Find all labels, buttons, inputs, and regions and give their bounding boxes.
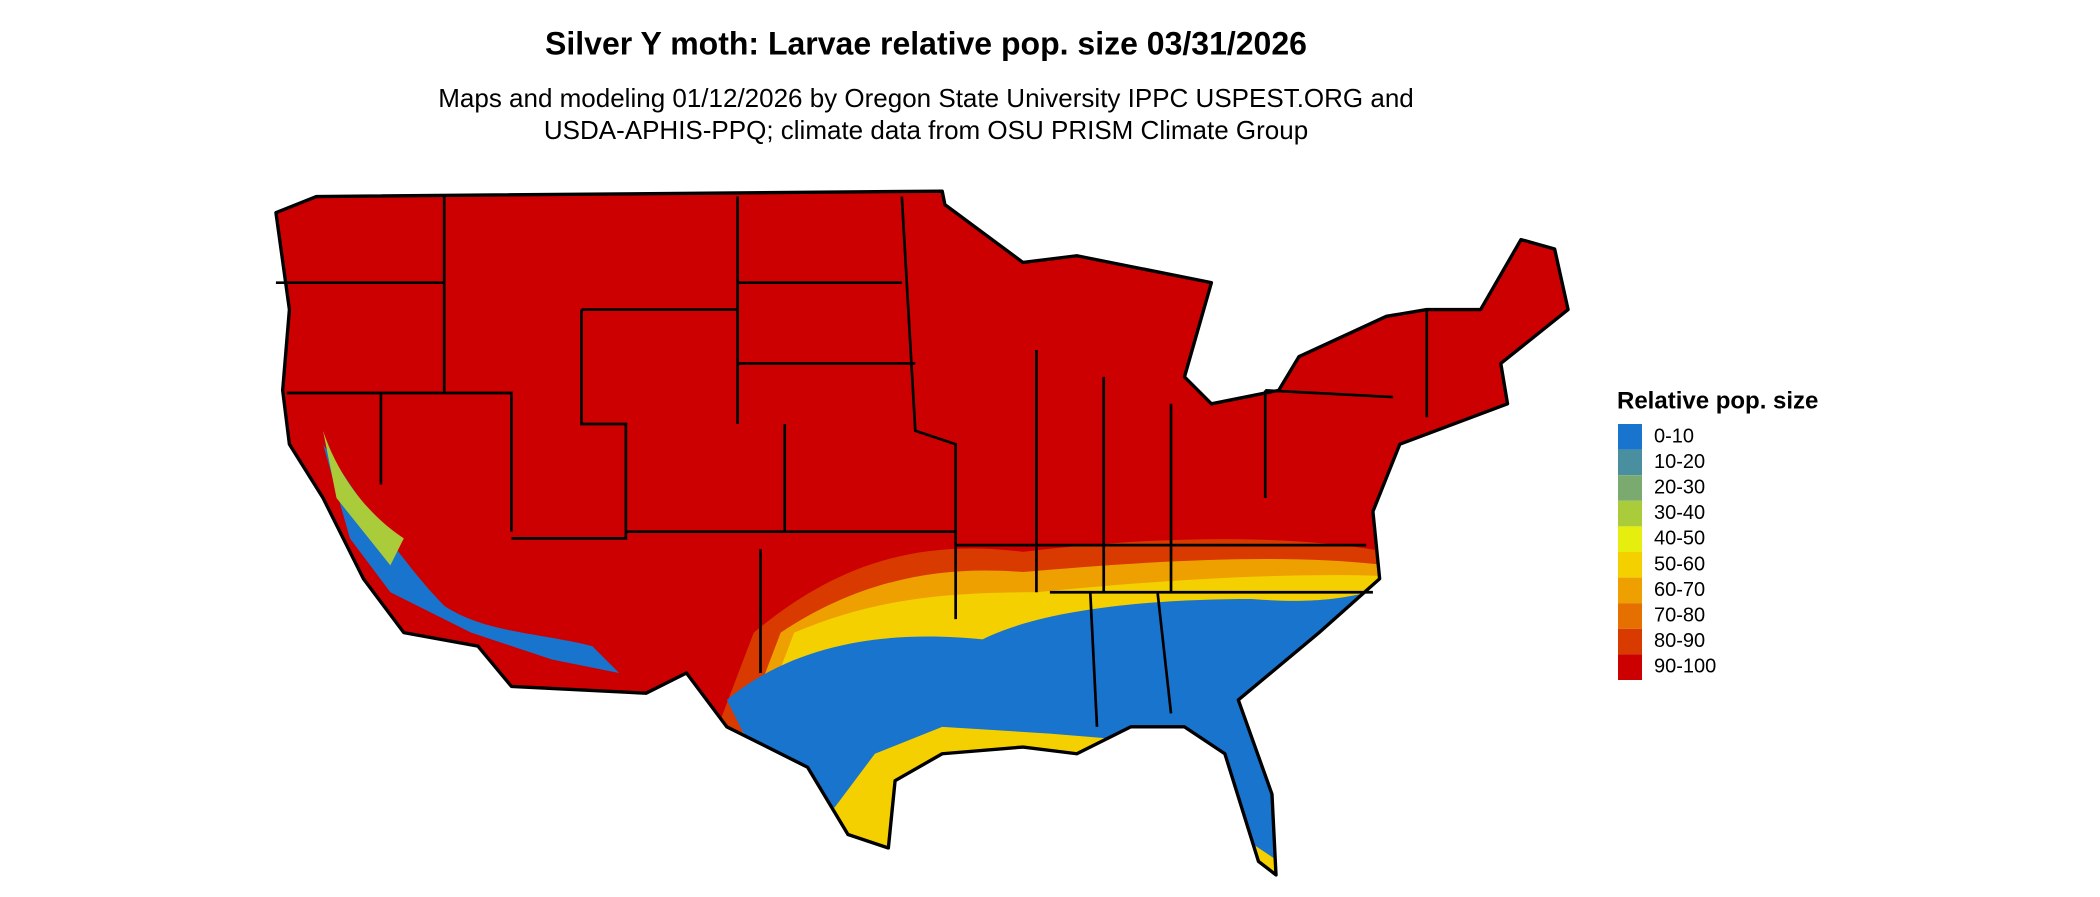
legend-label: 40-50	[1654, 528, 1705, 550]
legend-swatch	[1618, 628, 1642, 655]
legend-swatch	[1618, 449, 1642, 476]
legend-label: 30-40	[1654, 502, 1705, 524]
us-outline	[274, 189, 1570, 877]
legend-label: 0-10	[1654, 425, 1694, 447]
legend-swatch	[1618, 577, 1642, 604]
legend: Relative pop. size 0-10 10-20 20-30 30-40 40…	[1617, 387, 1818, 680]
legend-label: 70-80	[1654, 604, 1705, 626]
zone-mid-west	[323, 430, 404, 566]
legend-title: Relative pop. size	[1617, 387, 1818, 414]
zone-low	[726, 592, 1373, 862]
legend-label: 90-100	[1654, 656, 1716, 678]
legend-swatch	[1618, 526, 1642, 552]
legend-label: 20-30	[1654, 476, 1705, 498]
us-map	[274, 189, 1570, 877]
title: Silver Y moth: Larvae relative pop. size…	[545, 25, 1307, 61]
subtitle: Maps and modeling 01/12/2026 by Oregon S…	[438, 83, 1414, 113]
map-fill	[275, 191, 1569, 875]
legend-swatch	[1618, 475, 1642, 501]
legend-swatch	[1618, 552, 1642, 578]
legend-swatch	[1618, 654, 1642, 680]
legend-label: 50-60	[1654, 553, 1705, 575]
zone-high	[275, 191, 1569, 875]
legend-label: 10-20	[1654, 451, 1705, 473]
legend-label: 80-90	[1654, 630, 1705, 652]
subtitle: USDA-APHIS-PPQ; climate data from OSU PR…	[544, 115, 1308, 145]
legend-swatch	[1618, 603, 1642, 629]
legend-swatch	[1618, 500, 1642, 527]
state-borders	[275, 196, 1429, 727]
legend-swatch	[1618, 424, 1642, 450]
legend-label: 60-70	[1654, 579, 1705, 601]
zone-low-west	[323, 444, 620, 673]
